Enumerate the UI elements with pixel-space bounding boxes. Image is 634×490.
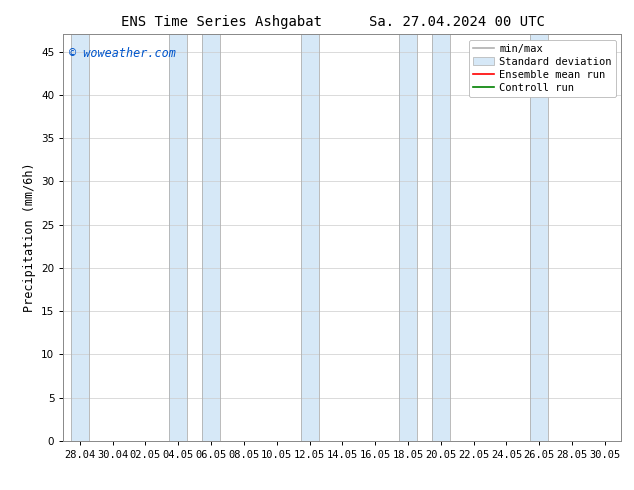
Legend: min/max, Standard deviation, Ensemble mean run, Controll run: min/max, Standard deviation, Ensemble me… [469, 40, 616, 97]
Bar [202, 34, 220, 441]
Bar [71, 34, 89, 441]
Text: ENS Time Series Ashgabat: ENS Time Series Ashgabat [121, 15, 323, 29]
Bar [432, 34, 450, 441]
Bar [399, 34, 417, 441]
Y-axis label: Precipitation (mm/6h): Precipitation (mm/6h) [23, 163, 36, 313]
Text: © woweather.com: © woweather.com [69, 47, 176, 59]
Bar [169, 34, 187, 441]
Text: Sa. 27.04.2024 00 UTC: Sa. 27.04.2024 00 UTC [368, 15, 545, 29]
Bar [301, 34, 318, 441]
Bar [530, 34, 548, 441]
